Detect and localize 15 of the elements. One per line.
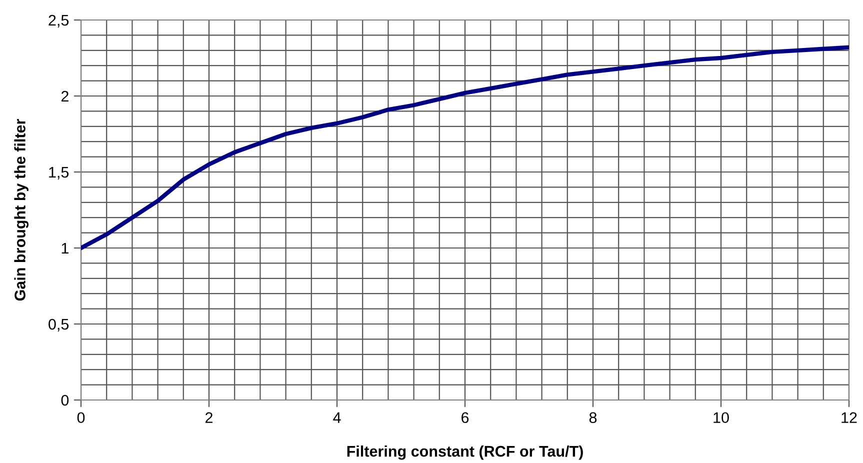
y-tick-label: 2 — [61, 90, 68, 102]
y-tick-label: 2,5 — [48, 14, 69, 28]
y-tick-label: 1 — [62, 243, 68, 254]
x-tick-label: 0 — [77, 412, 85, 424]
y-tick-label: 1,5 — [49, 167, 69, 180]
x-tick-label: 4 — [333, 412, 341, 423]
x-tick-label: 12 — [842, 412, 857, 423]
x-tick-label: 8 — [589, 412, 597, 424]
y-axis-title: Gain brought by the filter — [14, 118, 29, 301]
y-tick-label: 0,5 — [48, 318, 69, 332]
y-tick-label: 0 — [61, 394, 69, 406]
x-tick-label: 6 — [462, 412, 469, 424]
x-tick-label: 10 — [714, 412, 729, 424]
x-axis-title: Filtering constant (RCF or Tau/T) — [347, 445, 583, 460]
x-tick-label: 2 — [206, 412, 212, 423]
